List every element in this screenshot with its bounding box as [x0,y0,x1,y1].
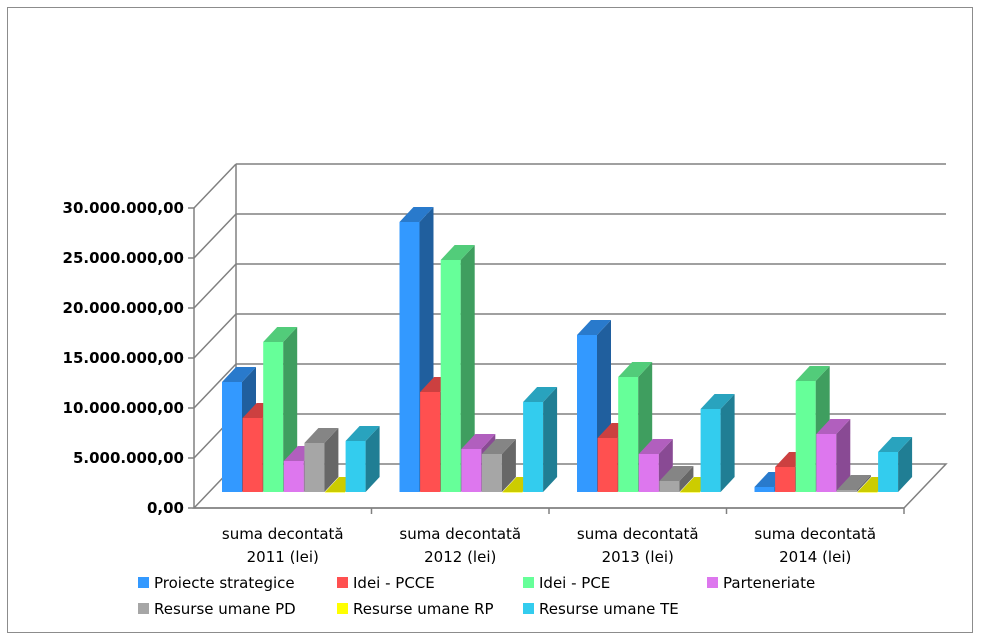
side-gridline [193,163,237,209]
bars [222,207,913,493]
legend-item: Idei - PCCE [337,574,435,592]
legend-label: Parteneriate [723,574,815,592]
y-tick-label: 30.000.000,00 [63,199,184,217]
legend-item: Resurse umane RP [337,600,494,618]
y-tick-label: 15.000.000,00 [63,349,184,367]
legend-swatch [523,577,534,588]
legend-label: Resurse umane RP [353,600,494,618]
y-axis-ticks: 0,00 5.000.000,00 10.000.000,00 15.000.000,… [63,199,194,517]
bar [440,245,475,492]
x-category-label: 2013 (lei) [602,548,674,566]
x-category-label: suma decontată [754,525,876,543]
legend: Proiecte strategice Idei - PCCE Idei - PCE… [138,574,815,618]
legend-label: Resurse umane PD [154,600,296,618]
side-gridline [193,313,237,359]
bar [816,419,851,492]
bar [304,428,339,492]
legend-item: Resurse umane PD [138,600,296,618]
legend-label: Idei - PCE [539,574,610,592]
legend-swatch [337,577,348,588]
y-tick-label: 20.000.000,00 [63,299,184,317]
bar [523,387,558,492]
legend-label: Proiecte strategice [154,574,295,592]
bar [878,437,913,492]
bar [700,394,735,492]
side-gridline [193,363,237,409]
side-gridline [193,213,237,259]
legend-swatch [337,603,348,614]
legend-label: Idei - PCCE [353,574,435,592]
bar [836,475,871,492]
bar [481,439,516,492]
x-category-label: 2014 (lei) [779,548,851,566]
legend-swatch [523,603,534,614]
y-tick-label: 10.000.000,00 [63,399,184,417]
gridlines [193,163,946,459]
x-category-label: suma decontată [577,525,699,543]
x-category-label: suma decontată [399,525,521,543]
side-gridline [193,263,237,309]
legend-swatch [138,577,149,588]
x-category-label: suma decontată [222,525,344,543]
y-tick-label: 5.000.000,00 [73,449,184,467]
legend-swatch [138,603,149,614]
category-labels: suma decontată 2011 (lei) suma decontată 20… [222,508,905,566]
x-category-label: 2012 (lei) [424,548,496,566]
legend-label: Resurse umane TE [539,600,679,618]
chart-frame [7,7,973,633]
legend-item: Proiecte strategice [138,574,295,592]
y-tick-label: 0,00 [147,499,184,517]
bar [345,426,380,492]
bar [659,466,694,492]
legend-item: Parteneriate [707,574,815,592]
legend-swatch [707,577,718,588]
y-tick-label: 25.000.000,00 [63,249,184,267]
x-category-label: 2011 (lei) [247,548,319,566]
legend-item: Idei - PCE [523,574,610,592]
legend-item: Resurse umane TE [523,600,679,618]
